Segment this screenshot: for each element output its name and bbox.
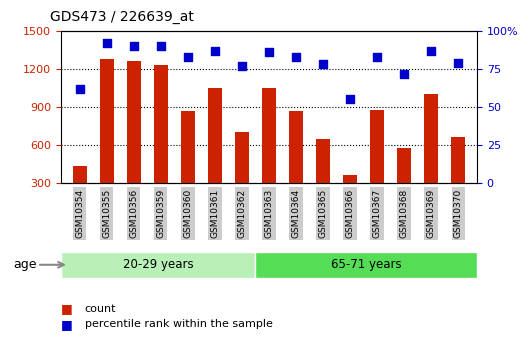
Point bbox=[373, 54, 381, 60]
Text: ■: ■ bbox=[61, 302, 73, 315]
Point bbox=[238, 63, 246, 69]
Bar bbox=[127, 61, 140, 221]
Bar bbox=[235, 132, 249, 221]
Point bbox=[319, 62, 327, 67]
Bar bbox=[262, 88, 276, 221]
Point bbox=[292, 54, 300, 60]
Text: 65-71 years: 65-71 years bbox=[331, 258, 401, 271]
Bar bbox=[452, 137, 465, 221]
Bar bbox=[398, 148, 411, 221]
Point bbox=[103, 40, 111, 46]
Point bbox=[454, 60, 462, 66]
Point bbox=[76, 86, 84, 91]
Bar bbox=[100, 59, 113, 221]
Point bbox=[346, 97, 354, 102]
Bar bbox=[425, 94, 438, 221]
Text: 20-29 years: 20-29 years bbox=[123, 258, 193, 271]
Bar bbox=[208, 88, 222, 221]
Bar bbox=[181, 111, 195, 221]
Bar bbox=[255, 252, 477, 278]
Point bbox=[184, 54, 192, 60]
Text: GDS473 / 226639_at: GDS473 / 226639_at bbox=[50, 10, 194, 24]
Bar bbox=[61, 252, 255, 278]
Point bbox=[265, 50, 273, 55]
Point bbox=[427, 48, 435, 53]
Point bbox=[130, 43, 138, 49]
Bar bbox=[289, 111, 303, 221]
Text: age: age bbox=[13, 258, 37, 271]
Text: count: count bbox=[85, 304, 116, 314]
Bar bbox=[73, 166, 86, 221]
Bar bbox=[154, 65, 167, 221]
Point bbox=[400, 71, 408, 76]
Bar bbox=[343, 175, 357, 221]
Text: ■: ■ bbox=[61, 318, 73, 331]
Bar bbox=[316, 139, 330, 221]
Text: percentile rank within the sample: percentile rank within the sample bbox=[85, 319, 272, 329]
Point bbox=[157, 43, 165, 49]
Point bbox=[211, 48, 219, 53]
Bar bbox=[370, 110, 384, 221]
